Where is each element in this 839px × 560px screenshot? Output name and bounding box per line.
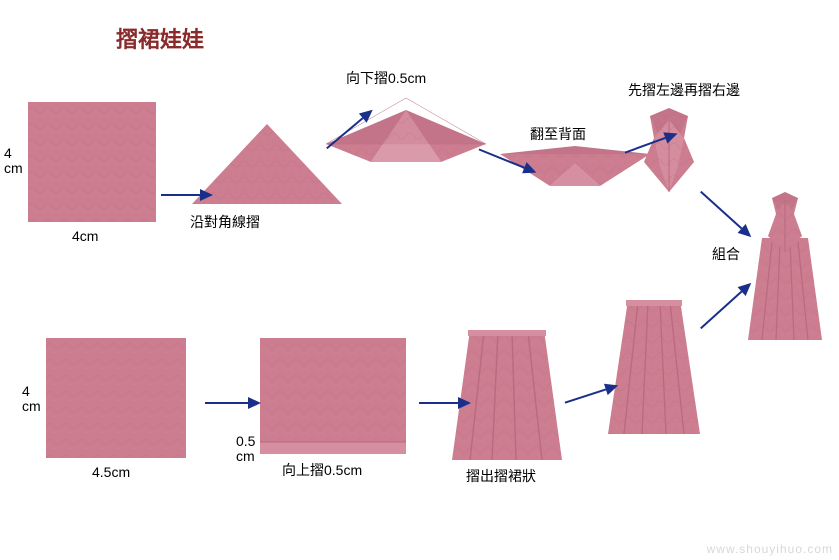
measure-4cm-horizontal-top: 4cm bbox=[72, 228, 98, 244]
step-rect-fold-up bbox=[260, 338, 406, 454]
arrow-b2 bbox=[418, 394, 472, 412]
measure-text: 4 cm bbox=[4, 145, 23, 176]
label-flip-back: 翻至背面 bbox=[530, 124, 586, 144]
label-diagonal-fold: 沿對角線摺 bbox=[190, 212, 260, 232]
measure-text: 4 cm bbox=[22, 383, 41, 414]
arrow-b1 bbox=[204, 394, 262, 412]
diagram-title: 摺裙娃娃 bbox=[116, 22, 204, 54]
measure-text: 0.5 cm bbox=[236, 433, 255, 464]
arrow-a1 bbox=[160, 186, 214, 204]
step-skirt-2 bbox=[608, 300, 700, 434]
step-triangle bbox=[192, 124, 342, 204]
step-final-doll bbox=[742, 192, 828, 340]
label-pleat: 摺出摺裙狀 bbox=[466, 466, 536, 486]
step-square-bot bbox=[46, 338, 186, 458]
watermark: www.shouyihuo.com bbox=[707, 542, 833, 556]
measure-4cm-vertical-top: 4 cm bbox=[4, 146, 23, 177]
label-fold-left-right: 先摺左邊再摺右邊 bbox=[628, 80, 740, 100]
label-fold-down: 向下摺0.5cm bbox=[346, 68, 426, 88]
label-combine: 組合 bbox=[712, 244, 740, 264]
step-square-top bbox=[28, 102, 156, 222]
label-fold-up: 向上摺0.5cm bbox=[282, 460, 362, 480]
measure-4cm-vertical-bot: 4 cm bbox=[22, 384, 41, 415]
measure-0-5cm: 0.5 cm bbox=[236, 434, 255, 465]
measure-4-5cm-horizontal: 4.5cm bbox=[92, 464, 130, 480]
